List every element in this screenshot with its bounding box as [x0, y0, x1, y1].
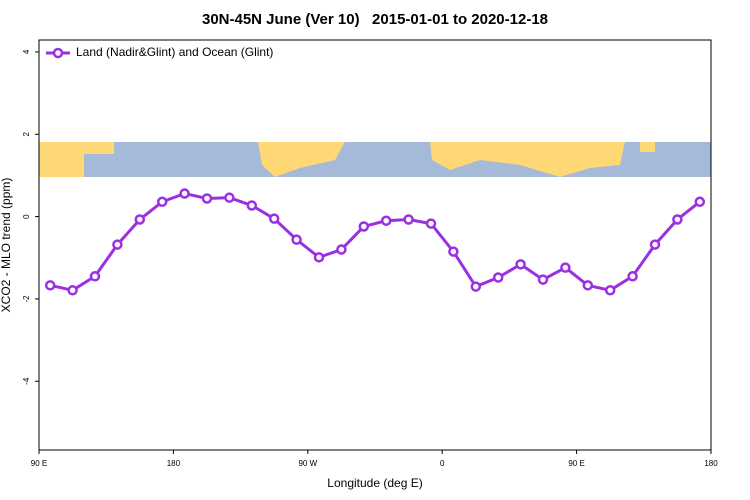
y-tick-label: -2 [22, 295, 31, 303]
point [134, 214, 146, 225]
x-tick-label: 90 E [568, 459, 584, 468]
point [492, 272, 504, 283]
point [44, 280, 56, 291]
point [560, 262, 571, 273]
y-tick-label: -4 [22, 377, 31, 385]
point [224, 192, 235, 203]
point [291, 234, 302, 245]
point [694, 196, 706, 208]
point [403, 214, 414, 225]
point [448, 246, 459, 257]
x-axis-label: Longitude (deg E) [327, 476, 422, 490]
point [470, 281, 482, 292]
plot-frame [38, 39, 712, 451]
chart-title: 30N-45N June (Ver 10) 2015-01-01 to 2020… [202, 11, 548, 28]
x-tick-label: 180 [167, 459, 181, 468]
x-tick-label: 0 [440, 459, 445, 468]
y-tick-label: 2 [22, 131, 31, 136]
line [49, 191, 701, 292]
point [672, 214, 683, 225]
point [179, 188, 190, 199]
y-tick-label: 4 [22, 49, 31, 54]
point [268, 213, 280, 224]
point [246, 200, 258, 211]
point [112, 239, 123, 250]
point [313, 252, 325, 263]
point [425, 218, 437, 229]
x-tick-label: 90 W [298, 459, 317, 468]
x-tick-label: 180 [704, 459, 718, 468]
point [649, 239, 661, 250]
point [89, 271, 101, 282]
point [201, 193, 213, 204]
point [156, 196, 168, 208]
point [604, 285, 616, 296]
point [380, 215, 392, 226]
map-strip [39, 142, 711, 177]
point [67, 285, 78, 296]
y-axis-label: XCO2 - MLO trend (ppm) [0, 178, 13, 313]
point [358, 221, 370, 232]
point [336, 244, 347, 255]
legend-marker [52, 47, 64, 59]
legend-label: Land (Nadir&Glint) and Ocean (Glint) [76, 45, 273, 59]
point [515, 259, 526, 270]
point [537, 274, 549, 285]
point [582, 280, 594, 291]
y-tick-label: 0 [22, 214, 31, 219]
point [627, 271, 638, 282]
x-tick-label: 90 E [31, 459, 47, 468]
